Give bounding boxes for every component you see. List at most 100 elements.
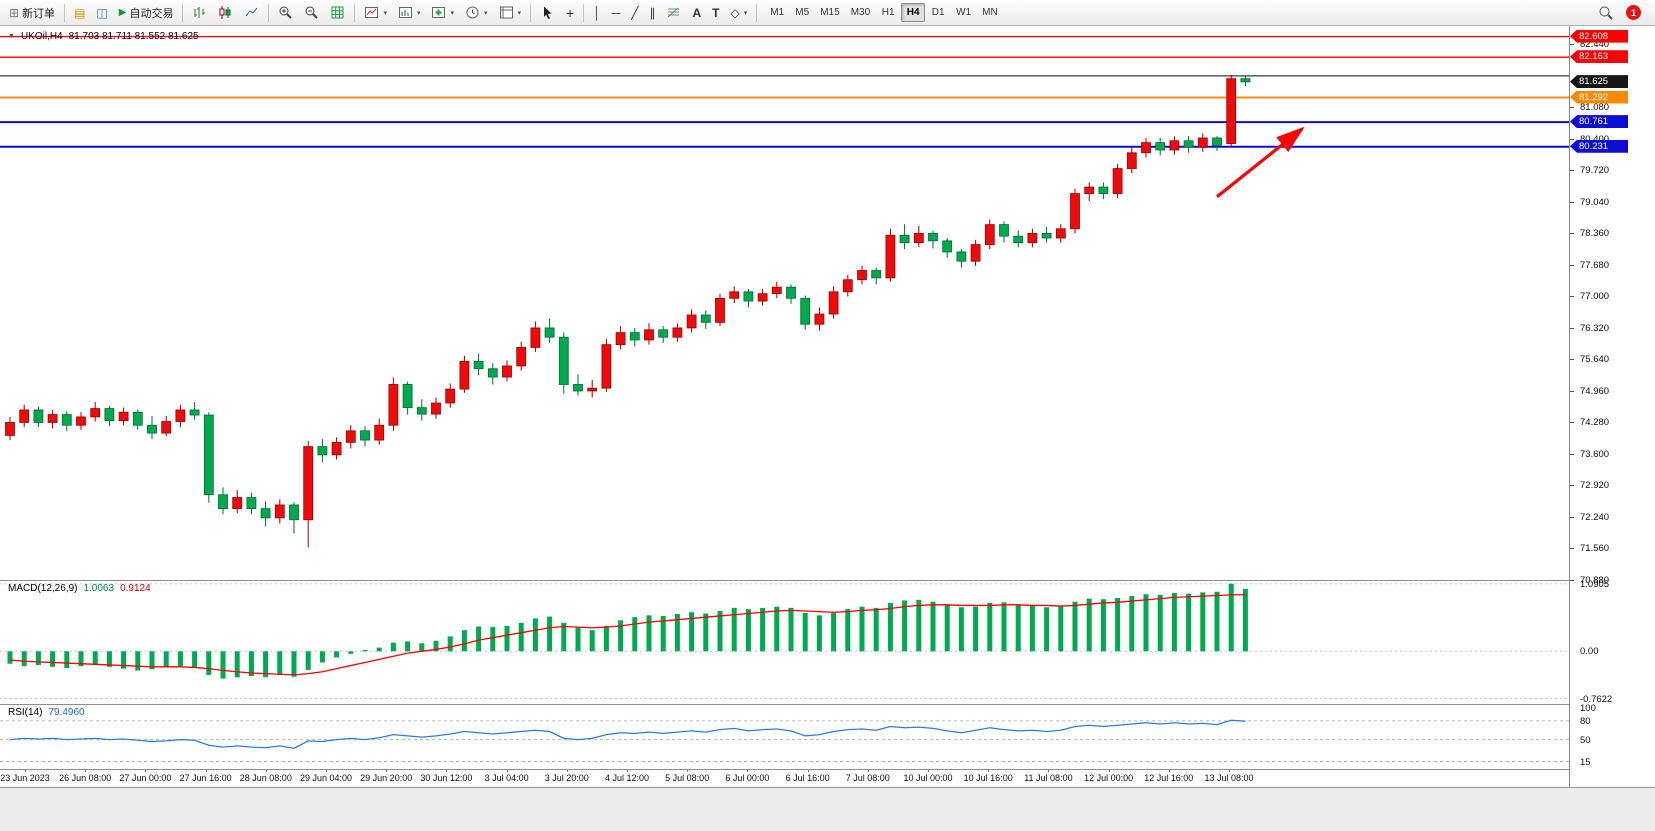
chart-area: ▼ UKOil,H4 81.703 81.711 81.552 81.625 M… xyxy=(0,26,1655,831)
label-tool-button[interactable]: T xyxy=(707,2,724,23)
rsi-value: 79.4960 xyxy=(48,707,85,718)
autotrade-button[interactable]: ▶ 自动交易 xyxy=(114,2,179,23)
time-axis-label: 13 Jul 08:00 xyxy=(1204,773,1254,783)
time-axis-tickmark xyxy=(1048,769,1050,772)
new-order-icon: ⊞ xyxy=(9,5,20,20)
symbol-quote: 81.703 81.711 81.552 81.625 xyxy=(68,31,199,42)
time-axis-label: 29 Jun 20:00 xyxy=(360,773,413,783)
time-axis-tickmark xyxy=(747,769,749,772)
tab-timeframe-h4[interactable]: H4 xyxy=(901,3,926,22)
macd-axis-tick: 0.00 xyxy=(1580,646,1599,658)
axis-tickmark xyxy=(1570,390,1574,392)
horizontal-line-button[interactable]: ─ xyxy=(607,2,626,23)
tile-windows-button[interactable]: ▾ xyxy=(359,2,392,23)
price-tick: 78.360 xyxy=(1580,228,1610,240)
rsi-title-label: RSI(14) xyxy=(8,707,43,718)
time-axis-tickmark xyxy=(988,769,990,772)
fibonacci-button[interactable] xyxy=(661,2,686,23)
time-axis[interactable]: 23 Jun 2023 26 Jun 08:00 27 Jun 00:00 27 Ju… xyxy=(0,769,1655,787)
time-axis-tickmark xyxy=(85,769,87,772)
axis-tickmark xyxy=(1570,170,1574,172)
time-axis-tickmark xyxy=(1168,769,1170,772)
clock-icon xyxy=(465,5,480,20)
axis-tickmark xyxy=(1570,485,1574,487)
crosshair-button[interactable]: + xyxy=(561,2,579,23)
tab-timeframe-m30[interactable]: M30 xyxy=(846,3,875,22)
vertical-line-icon: │ xyxy=(593,5,601,20)
tab-timeframe-d1[interactable]: D1 xyxy=(926,3,950,22)
zoom-in-button[interactable] xyxy=(273,2,298,23)
rsi-axis-tick: 80 xyxy=(1580,715,1591,727)
channel-button[interactable]: ∥ xyxy=(644,2,660,23)
text-tool-button[interactable]: A xyxy=(687,2,706,23)
arrange-windows-button[interactable]: ▾ xyxy=(393,2,426,23)
chevron-down-icon: ▾ xyxy=(517,9,522,17)
time-axis-tickmark xyxy=(1229,769,1230,772)
trendline-icon: ╱ xyxy=(631,5,639,20)
price-tick: 80.400 xyxy=(1580,133,1610,145)
toolbar-separator xyxy=(354,3,356,22)
toolbar-separator xyxy=(583,3,585,22)
panel-separator[interactable] xyxy=(0,704,1655,705)
rsi-panel[interactable] xyxy=(0,704,1569,769)
candlestick-button[interactable] xyxy=(213,2,238,23)
price-line-label: 81.292 xyxy=(1570,90,1628,104)
periods-button[interactable]: ▾ xyxy=(460,2,493,23)
axis-tickmark xyxy=(1570,201,1574,203)
chevron-down-icon: ▾ xyxy=(416,9,421,17)
price-line-label: 80.231 xyxy=(1570,139,1628,153)
macd-axis-tick: -0.7622 xyxy=(1580,693,1613,705)
cursor-button[interactable] xyxy=(535,2,560,23)
bottom-strip xyxy=(0,787,1655,831)
symbol-info: ▼ UKOil,H4 81.703 81.711 81.552 81.625 xyxy=(8,31,199,42)
main-chart[interactable] xyxy=(0,26,1569,580)
zoom-in-icon xyxy=(278,5,293,20)
time-axis-label: 3 Jul 04:00 xyxy=(484,773,529,783)
shapes-button[interactable]: ◇ ▾ xyxy=(725,2,752,23)
time-axis-tickmark xyxy=(25,769,26,772)
horizontal-line-icon: ─ xyxy=(611,5,621,20)
tab-timeframe-m5[interactable]: M5 xyxy=(790,3,814,22)
tab-timeframe-m1[interactable]: M1 xyxy=(765,3,789,22)
time-axis-tickmark xyxy=(867,769,869,772)
chart-window-icon xyxy=(364,5,379,20)
profiles-button[interactable]: ◫ xyxy=(91,2,112,23)
tab-timeframe-mn[interactable]: MN xyxy=(977,3,1003,22)
zoom-out-button[interactable] xyxy=(299,2,324,23)
bar-chart-button[interactable] xyxy=(187,2,212,23)
time-axis-tickmark xyxy=(205,769,207,772)
axis-tickmark xyxy=(1570,548,1574,550)
collapse-icon[interactable]: ▼ xyxy=(8,33,15,40)
autotrade-label: 自动交易 xyxy=(129,7,174,20)
time-axis-tickmark xyxy=(928,769,929,772)
time-axis-label: 6 Jul 00:00 xyxy=(725,773,770,783)
new-order-button[interactable]: ⊞ 新订单 xyxy=(4,2,60,23)
chevron-down-icon: ▾ xyxy=(743,9,748,17)
tab-timeframe-w1[interactable]: W1 xyxy=(951,3,976,22)
market-watch-button[interactable]: ▤ xyxy=(69,2,90,23)
channel-icon: ∥ xyxy=(649,5,656,20)
templates-button[interactable]: ▾ xyxy=(494,2,527,23)
tab-timeframe-m15[interactable]: M15 xyxy=(815,3,844,22)
panel-separator[interactable] xyxy=(0,580,1655,581)
chevron-down-icon: ▾ xyxy=(484,9,488,17)
time-axis-label: 29 Jun 04:00 xyxy=(299,773,353,783)
market-watch-icon: ▤ xyxy=(74,5,86,20)
trendline-button[interactable]: ╱ xyxy=(626,2,643,23)
bar-chart-icon xyxy=(192,5,207,20)
line-chart-button[interactable] xyxy=(239,2,264,23)
time-axis-label: 12 Jul 16:00 xyxy=(1144,773,1194,783)
price-tick: 74.960 xyxy=(1580,385,1610,397)
grid-button[interactable] xyxy=(325,2,350,23)
time-axis-label: 23 Jun 2023 xyxy=(0,773,50,783)
tab-timeframe-h1[interactable]: H1 xyxy=(876,3,900,22)
toolbar-separator xyxy=(182,3,184,22)
macd-panel[interactable] xyxy=(0,580,1569,704)
add-indicator-button[interactable]: ▾ xyxy=(426,2,459,23)
price-axis[interactable]: 82.440 81.080 80.400 79.720 79.040 78.360 77.6… xyxy=(1569,26,1655,787)
time-axis-label: 10 Jul 00:00 xyxy=(903,773,953,783)
search-button[interactable] xyxy=(1593,2,1619,23)
vertical-line-button[interactable]: │ xyxy=(588,2,606,23)
notification-badge[interactable]: 1 xyxy=(1626,5,1641,20)
